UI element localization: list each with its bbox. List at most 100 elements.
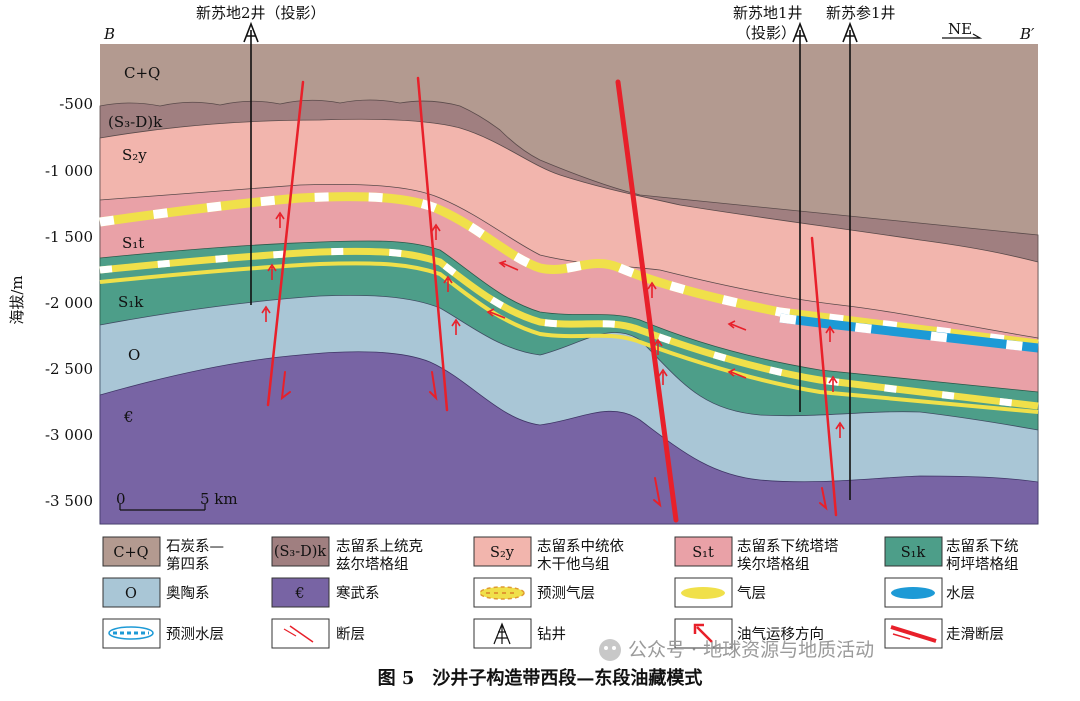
- scale-end: 5 km: [200, 490, 238, 508]
- y-tick: -1 000: [45, 162, 93, 180]
- svg-text:水层: 水层: [946, 585, 975, 602]
- fault-4-arrow: [819, 487, 828, 511]
- svg-text:柯坪塔格组: 柯坪塔格组: [946, 556, 1019, 573]
- y-tick: -500: [59, 95, 93, 113]
- migration-arrow: [486, 308, 506, 319]
- migration-arrow: [835, 421, 845, 438]
- migration-arrow: [828, 375, 838, 392]
- label-s3d: (S₃-D)k: [108, 113, 163, 131]
- water-layer-east: [779, 313, 1039, 353]
- svg-text:第四系: 第四系: [166, 555, 210, 573]
- well-label-xsd1-note: （投影）: [736, 24, 796, 42]
- svg-text:O: O: [125, 586, 137, 602]
- legend-item-s1k: S₁k 志留系下统 柯坪塔格组: [884, 536, 1019, 573]
- fault-2: [416, 76, 449, 412]
- well-label-xsd2: 新苏地2井（投影）: [196, 4, 326, 22]
- svg-text:志留系中统依: 志留系中统依: [537, 538, 624, 555]
- gas-layer-lower-2: [99, 261, 1039, 414]
- fault-1-arrow: [280, 371, 291, 401]
- y-tick: -3 000: [45, 426, 93, 444]
- svg-text:气层: 气层: [737, 585, 766, 602]
- wells: [243, 21, 858, 500]
- legend-item-water: 水层: [884, 577, 975, 608]
- svg-text:寒武系: 寒武系: [336, 584, 380, 602]
- direction-label: NE: [948, 20, 972, 38]
- svg-text:油气运移方向: 油气运移方向: [737, 626, 824, 643]
- fault-1: [266, 80, 305, 407]
- migration-arrow: [653, 338, 663, 355]
- migration-arrow: [658, 368, 668, 385]
- label-s1t: S₁t: [122, 234, 144, 252]
- well-xsd1-icon: [792, 21, 808, 43]
- y-tick: -1 500: [45, 228, 93, 246]
- migration-arrow: [451, 318, 461, 335]
- cross-section-panel: C+Q (S₃-D)k S₂y S₁t S₁k O € 0 5 km: [99, 21, 1039, 525]
- legend-item-cq: C+Q 石炭系— 第四系: [102, 536, 224, 573]
- legend-item-cambrian: € 寒武系: [271, 577, 380, 608]
- y-tick: -2 000: [45, 294, 93, 312]
- migration-arrows: [261, 211, 845, 438]
- legend-item-predicted-water: 预测水层: [102, 618, 224, 649]
- migration-arrow: [727, 320, 747, 331]
- migration-arrow: [261, 305, 271, 322]
- y-axis: 海拔/m -500 -1 000 -1 500 -2 000 -2 500 -3…: [8, 95, 93, 510]
- migration-arrow: [431, 223, 441, 240]
- scale-bar: 0 5 km: [116, 490, 238, 511]
- migration-arrow: [267, 263, 277, 280]
- svg-text:志留系下统塔塔: 志留系下统塔塔: [737, 538, 839, 555]
- svg-text:兹尔塔格组: 兹尔塔格组: [336, 556, 409, 573]
- legend-item-s1t: S₁t 志留系下统塔塔 埃尔塔格组: [674, 536, 839, 573]
- fault-4: [810, 236, 838, 517]
- label-s2y: S₂y: [122, 146, 147, 164]
- legend-item-well: 钻井: [473, 618, 566, 649]
- svg-text:€: €: [294, 586, 304, 602]
- svg-text:志留系上统克: 志留系上统克: [336, 538, 423, 555]
- label-o: O: [128, 346, 140, 364]
- fault-2-arrow: [429, 371, 438, 401]
- migration-arrow: [498, 260, 519, 271]
- svg-text:S₁t: S₁t: [692, 545, 714, 561]
- figure-caption: 图 5 沙井子构造带西段—东段油藏模式: [378, 667, 703, 689]
- migration-arrow: [647, 281, 657, 298]
- svg-text:C+Q: C+Q: [113, 545, 148, 561]
- well-xsc1-icon: [842, 21, 858, 43]
- svg-text:钻井: 钻井: [537, 626, 566, 643]
- svg-text:石炭系—: 石炭系—: [166, 538, 224, 555]
- svg-text:走滑断层: 走滑断层: [946, 626, 1004, 643]
- svg-text:奥陶系: 奥陶系: [166, 585, 210, 602]
- legend-item-ordovician: O 奥陶系: [102, 577, 210, 608]
- legend-item-strike-slip-fault: 走滑断层: [884, 618, 1004, 649]
- y-axis-label: 海拔/m: [8, 275, 26, 324]
- legend-item-gas: 气层: [674, 577, 766, 608]
- svg-text:志留系下统: 志留系下统: [946, 538, 1019, 555]
- fault-3-arrow: [653, 477, 662, 508]
- section-left-end: B: [103, 25, 115, 43]
- strike-slip-fault-1: [615, 79, 679, 523]
- legend: C+Q 石炭系— 第四系 (S₃-D)k 志留系上统克 兹尔塔格组 S₂y 志留…: [102, 536, 1019, 649]
- migration-arrow: [825, 325, 835, 342]
- watermark-text: 公众号 · 地球资源与地质活动: [628, 639, 874, 661]
- svg-text:(S₃-D)k: (S₃-D)k: [274, 544, 327, 560]
- legend-item-migration: 油气运移方向: [674, 618, 824, 649]
- y-tick: -2 500: [45, 360, 93, 378]
- svg-text:木干他乌组: 木干他乌组: [537, 556, 610, 573]
- scale-zero: 0: [116, 490, 126, 508]
- legend-item-s2y: S₂y 志留系中统依 木干他乌组: [473, 536, 624, 573]
- well-label-xsd1: 新苏地1井: [733, 4, 803, 22]
- svg-text:预测水层: 预测水层: [166, 626, 224, 643]
- watermark: 公众号 · 地球资源与地质活动: [599, 639, 874, 661]
- legend-item-s3d: (S₃-D)k 志留系上统克 兹尔塔格组: [271, 536, 423, 573]
- migration-arrow: [443, 275, 453, 292]
- direction-indicator: NE: [942, 20, 983, 39]
- faults: [266, 76, 838, 523]
- y-tick: -3 500: [45, 492, 93, 510]
- well-label-xsc1: 新苏参1井: [826, 4, 896, 22]
- svg-text:埃尔塔格组: 埃尔塔格组: [737, 556, 810, 573]
- section-right-end: B′: [1019, 25, 1035, 43]
- migration-arrow: [727, 368, 747, 379]
- label-s1k: S₁k: [118, 293, 144, 311]
- legend-item-fault: 断层: [271, 618, 365, 649]
- well-xsd2-icon: [243, 21, 259, 43]
- svg-text:预测气层: 预测气层: [537, 585, 595, 602]
